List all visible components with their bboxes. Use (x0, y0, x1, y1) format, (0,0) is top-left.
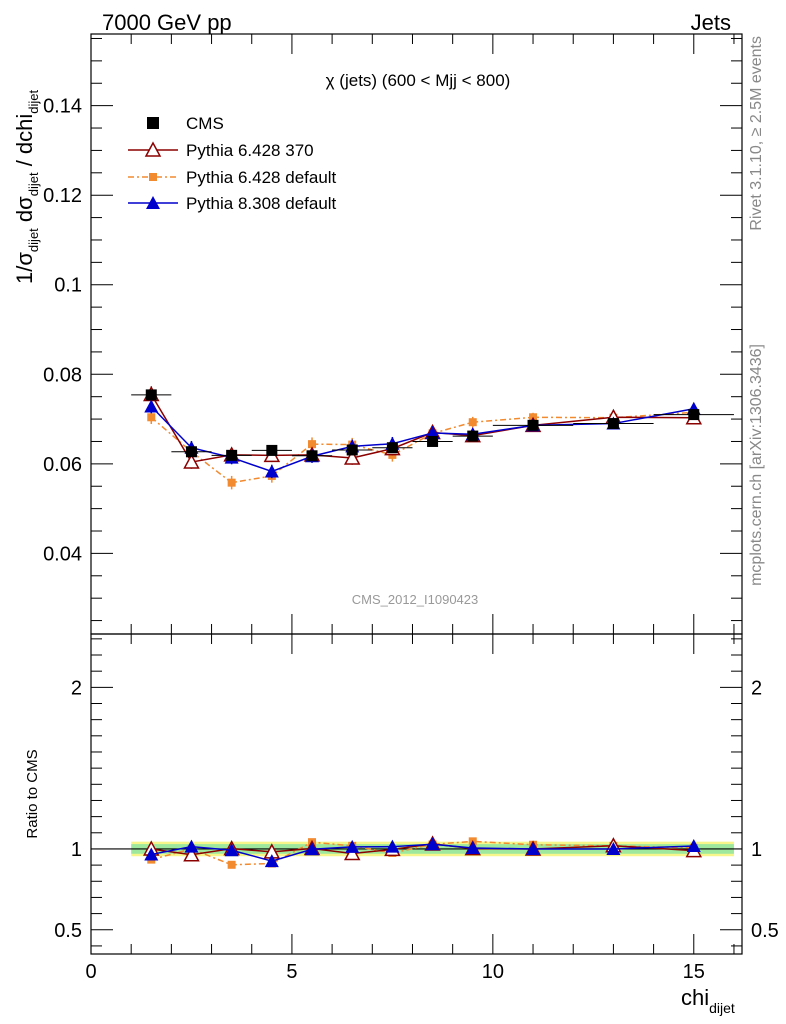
data-point (147, 413, 156, 422)
ratio-line (151, 840, 694, 866)
x-label-sub: dijet (709, 1000, 735, 1016)
y-label-part-c: / dchi (12, 114, 37, 173)
legend-marker-p6-370 (144, 141, 162, 157)
data-point (183, 453, 200, 469)
ratio-point (606, 841, 621, 855)
mcplots-label: mcplots.cern.ch [arXiv:1306.3436] (748, 344, 765, 586)
ratio-point (224, 843, 239, 857)
ratio-point (184, 839, 199, 853)
y-axis-label: 1/σdijet dσdijet / dchidijet (12, 89, 41, 284)
legend: CMS Pythia 6.428 370 Pythia 6.428 defaul… (128, 114, 337, 213)
y-label-part-b: dσ (12, 196, 37, 228)
x-axis-label: chidijet (681, 985, 735, 1016)
rivet-label: Rivet 3.1.10, ≥ 2.5M events (748, 36, 765, 231)
legend-marker-p6-default (149, 173, 157, 181)
legend-label-p6-default: Pythia 6.428 default (186, 168, 337, 187)
data-point (607, 418, 619, 430)
y-tick-label: 0.06 (43, 454, 82, 476)
series-0 (131, 389, 734, 462)
ratio-y-axis-label: Ratio to CMS (24, 749, 41, 838)
ratio-data-layer (91, 835, 742, 869)
ratio-y-tick-label: 1 (71, 839, 82, 861)
ratio-y-tick-label-right: 0.5 (751, 920, 779, 942)
legend-label-p6-370: Pythia 6.428 370 (186, 141, 314, 160)
data-point (425, 425, 440, 439)
data-point (427, 435, 439, 447)
ratio-point (345, 839, 360, 853)
data-point (306, 450, 318, 462)
y-tick-label: 0.12 (43, 185, 82, 207)
ratio-y-tick-label: 2 (71, 677, 82, 699)
y-label-sub-c: dijet (26, 89, 41, 113)
ratio-series-2 (144, 837, 701, 868)
y-tick-label: 0.14 (43, 96, 82, 118)
data-point (386, 442, 398, 454)
ratio-point (425, 837, 440, 851)
data-point (145, 389, 157, 401)
data-point (468, 418, 477, 427)
ratio-point (144, 847, 159, 861)
data-point (688, 409, 700, 421)
data-point (467, 430, 479, 442)
ratio-panel: 0 5 10 15 0.5 0.5 1 1 2 2 Ratio to CMS (24, 633, 779, 983)
x-tick-label: 0 (85, 961, 96, 983)
data-point (226, 449, 238, 461)
y-tick-label: 0.08 (43, 364, 82, 386)
legend-marker-cms (147, 117, 159, 129)
data-point (185, 446, 197, 458)
legend-marker-p8-default (146, 196, 160, 209)
data-point (343, 449, 361, 465)
legend-label-cms: CMS (186, 114, 224, 133)
y-label-sub-b: dijet (26, 172, 41, 196)
ratio-point (343, 844, 361, 861)
ratio-y-tick-label-right: 2 (751, 677, 762, 699)
data-point (227, 478, 236, 487)
legend-label-p8-default: Pythia 8.308 default (186, 194, 337, 213)
x-tick-label: 10 (482, 961, 504, 983)
analysis-watermark: CMS_2012_I1090423 (352, 592, 479, 607)
ratio-point (227, 860, 236, 869)
data-point (346, 444, 358, 456)
ratio-point (686, 839, 701, 853)
y-tick-label: 0.04 (43, 543, 82, 565)
plot-title: χ (jets) (600 < Mjj < 800) (326, 71, 511, 90)
ratio-frame (90, 633, 743, 955)
x-label-main: chi (681, 985, 709, 1010)
ratio-axis-ticks: 0 5 10 15 0.5 0.5 1 1 2 2 (54, 634, 779, 983)
x-tick-label: 15 (683, 961, 705, 983)
header-right: Jets (691, 10, 731, 35)
y-label-sub-a: dijet (26, 228, 41, 252)
main-panel: 0.04 0.06 0.08 0.1 0.12 0.14 χ (jets) (600 < … (12, 33, 743, 635)
ratio-point (264, 854, 279, 868)
main-axis-ticks: 0.04 0.06 0.08 0.1 0.12 0.14 (43, 34, 742, 634)
ratio-point (465, 840, 480, 854)
ratio-point (526, 841, 541, 855)
ratio-point (305, 842, 320, 856)
ratio-point (385, 839, 400, 853)
ratio-line (151, 843, 694, 862)
ratio-point (183, 846, 200, 862)
x-tick-label: 5 (286, 961, 297, 983)
ratio-y-tick-label-right: 1 (751, 839, 762, 861)
y-label-part-a: 1/σ (12, 252, 37, 284)
data-point (144, 399, 159, 413)
main-data-layer (131, 385, 734, 490)
data-point (264, 464, 279, 478)
ratio-y-tick-label: 0.5 (54, 920, 82, 942)
y-tick-label: 0.1 (54, 275, 82, 297)
data-point (308, 440, 317, 449)
data-point (527, 419, 539, 431)
data-point (266, 444, 278, 456)
header-left: 7000 GeV pp (102, 10, 232, 35)
